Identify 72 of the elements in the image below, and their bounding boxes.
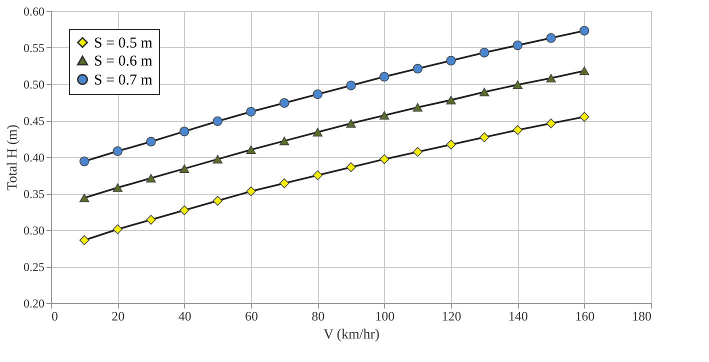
point	[412, 64, 423, 74]
point	[146, 214, 156, 225]
point	[479, 88, 490, 96]
point	[112, 224, 123, 234]
x-tick-label: 180	[632, 308, 652, 324]
point	[379, 154, 390, 164]
x-tick-label: 100	[375, 308, 395, 324]
point	[412, 103, 423, 112]
point	[79, 156, 90, 166]
point	[312, 128, 323, 136]
legend-label: S = 0.6 m	[94, 54, 153, 70]
point	[579, 66, 590, 76]
point	[312, 170, 323, 180]
point	[546, 33, 556, 43]
point	[112, 146, 123, 156]
x-tick-label: 20	[112, 308, 125, 324]
point	[546, 74, 556, 82]
y-tick-label: 0.25	[24, 260, 44, 274]
y-tick-label: 0.50	[24, 78, 44, 92]
point	[246, 106, 256, 117]
legend-label: S = 0.5 m	[94, 36, 153, 52]
point	[446, 96, 456, 104]
point	[246, 186, 256, 196]
point	[546, 118, 556, 128]
point	[512, 40, 523, 50]
point	[212, 154, 223, 164]
x-tick-label: 140	[508, 308, 528, 324]
point	[79, 235, 90, 246]
point	[79, 194, 90, 202]
x-tick-label: 0	[52, 308, 58, 324]
point	[346, 80, 356, 90]
y-axis-title: Total H (m)	[6, 124, 20, 190]
y-tick-label: 0.45	[24, 114, 44, 128]
x-tick-label: 60	[245, 308, 258, 324]
x-tick-label: 40	[178, 308, 192, 324]
point	[312, 89, 323, 100]
y-tick-label: 0.20	[24, 296, 44, 310]
point	[179, 205, 190, 216]
point	[279, 178, 290, 188]
point	[446, 56, 456, 66]
point	[279, 98, 290, 108]
point	[212, 116, 223, 126]
point	[246, 145, 256, 154]
point	[146, 174, 156, 182]
x-tick-label: 120	[442, 308, 462, 324]
y-tick-label: 0.55	[24, 41, 44, 55]
point	[512, 125, 523, 135]
point	[179, 126, 190, 136]
legend-label: S = 0.7 m	[94, 72, 153, 88]
point	[346, 162, 356, 172]
y-tick-label: 0.60	[24, 4, 44, 18]
point	[412, 147, 423, 157]
point	[479, 132, 490, 142]
point	[212, 196, 223, 206]
x-tick-label: 80	[312, 308, 325, 324]
point	[446, 140, 456, 150]
point	[379, 72, 390, 82]
x-axis-title: V (km/hr)	[323, 328, 380, 342]
point	[379, 111, 390, 120]
point	[279, 136, 290, 146]
point	[146, 136, 156, 147]
y-tick-label: 0.40	[24, 150, 44, 164]
x-tick-label: 160	[575, 308, 595, 324]
point	[346, 119, 356, 128]
point	[179, 164, 190, 173]
y-tick-label: 0.35	[24, 187, 44, 201]
y-tick-label: 0.30	[24, 224, 44, 238]
point	[112, 183, 123, 192]
point	[579, 26, 590, 36]
point	[479, 48, 490, 58]
point	[512, 80, 523, 90]
point	[579, 112, 590, 122]
